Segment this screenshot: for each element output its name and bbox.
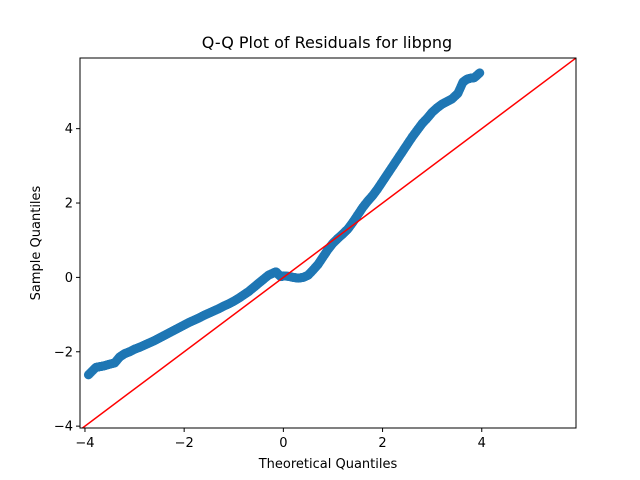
x-tick-label: 4	[478, 436, 486, 451]
plot-area	[81, 58, 576, 428]
y-tick-label: 2	[65, 197, 73, 212]
x-tick-label: 0	[279, 436, 287, 451]
x-tick-label: −2	[175, 436, 194, 451]
data-point	[475, 68, 485, 78]
sample-points	[83, 68, 485, 380]
y-tick-label: −2	[54, 345, 73, 360]
reference-line	[81, 58, 576, 428]
x-axis-label: Theoretical Quantiles	[258, 457, 398, 472]
x-tick-label: −4	[75, 436, 94, 451]
axes: −4 −2 0 2 4 −4 −2 0 2 4	[54, 122, 486, 451]
y-tick-label: 4	[65, 122, 73, 137]
chart-title: Q-Q Plot of Residuals for libpng	[202, 33, 452, 52]
x-tick-label: 2	[378, 436, 386, 451]
y-tick-label: 0	[65, 271, 73, 286]
y-axis-label: Sample Quantiles	[29, 185, 44, 300]
plot-frame	[79, 57, 577, 429]
y-tick-label: −4	[54, 420, 73, 435]
